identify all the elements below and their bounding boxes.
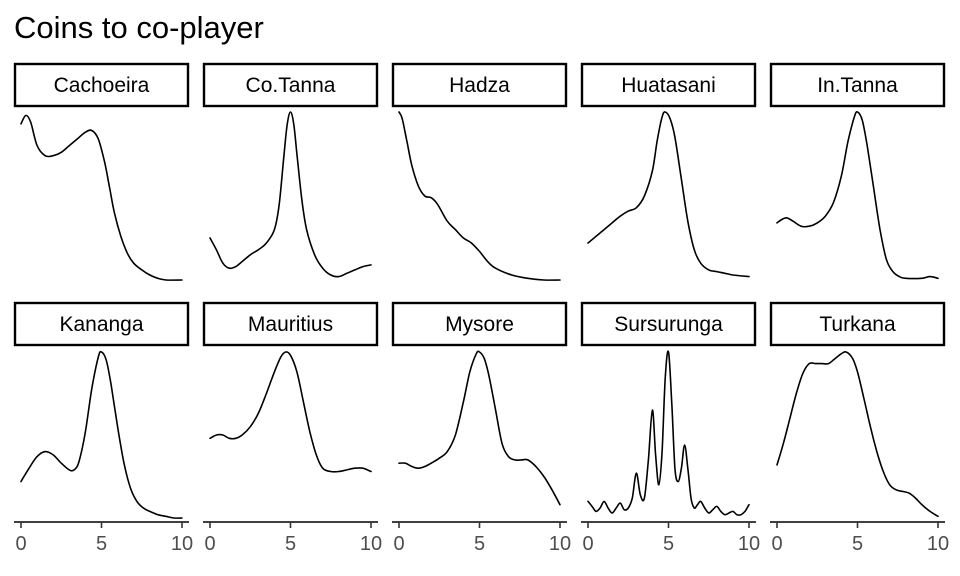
strip-box: [202, 62, 379, 108]
x-tick-label: 5: [285, 533, 296, 555]
density-line: [20, 350, 183, 519]
x-tick-label: 0: [771, 533, 782, 555]
chart-title: Coins to co-player: [14, 10, 264, 45]
x-tick-label: 0: [582, 533, 593, 555]
x-tick-label: 5: [852, 533, 863, 555]
x-tick-label: 10: [927, 533, 949, 555]
facet-panel-co-tanna: Co.Tanna: [202, 62, 379, 278]
density-line: [209, 111, 372, 278]
facet-panel-sursurunga: Sursurunga 0 5 10: [580, 301, 760, 555]
strip-label: Sursurunga: [614, 313, 723, 336]
density-line: [776, 111, 939, 280]
strip-box: [13, 301, 190, 347]
density-line: [776, 350, 939, 518]
facet-panel-huatasani: Huatasani: [580, 62, 757, 278]
density-line: [398, 350, 561, 506]
strip-box: [769, 62, 946, 108]
density-line: [587, 350, 750, 516]
density-line: [209, 351, 372, 473]
facet-panel-mysore: Mysore 0 5 10: [391, 301, 571, 555]
strip-box: [580, 62, 757, 108]
strip-box: [769, 301, 946, 347]
strip-box: [391, 62, 568, 108]
facet-panel-turkana: Turkana 0 5 10: [769, 301, 949, 555]
strip-label: Mauritius: [248, 313, 333, 336]
strip-label: Co.Tanna: [246, 74, 336, 97]
density-line: [587, 111, 750, 278]
strip-box: [391, 301, 568, 347]
x-tick-label: 5: [663, 533, 674, 555]
x-tick-label: 0: [15, 533, 26, 555]
facet-panel-in-tanna: In.Tanna: [769, 62, 946, 280]
x-tick-label: 10: [549, 533, 571, 555]
strip-box: [13, 62, 190, 108]
facet-panel-mauritius: Mauritius 0 5 10: [202, 301, 382, 555]
strip-box: [580, 301, 757, 347]
x-tick-label: 10: [171, 533, 193, 555]
strip-label: Huatasani: [621, 74, 716, 97]
facet-panel-hadza: Hadza: [391, 62, 568, 281]
x-tick-label: 10: [738, 533, 760, 555]
strip-box: [202, 301, 379, 347]
x-tick-label: 0: [204, 533, 215, 555]
strip-label: Hadza: [449, 74, 510, 97]
x-tick-label: 0: [393, 533, 404, 555]
facet-panel-kananga: Kananga 0 5 10: [13, 301, 193, 555]
strip-label: Mysore: [445, 313, 514, 336]
strip-label: Turkana: [819, 313, 896, 336]
strip-label: Kananga: [59, 313, 143, 336]
x-tick-label: 5: [96, 533, 107, 555]
facet-panel-cachoeira: Cachoeira: [13, 62, 190, 281]
density-line: [20, 114, 183, 281]
density-line: [398, 111, 561, 281]
x-tick-label: 10: [360, 533, 382, 555]
strip-label: Cachoeira: [54, 74, 150, 97]
x-tick-label: 5: [474, 533, 485, 555]
strip-label: In.Tanna: [817, 74, 898, 97]
